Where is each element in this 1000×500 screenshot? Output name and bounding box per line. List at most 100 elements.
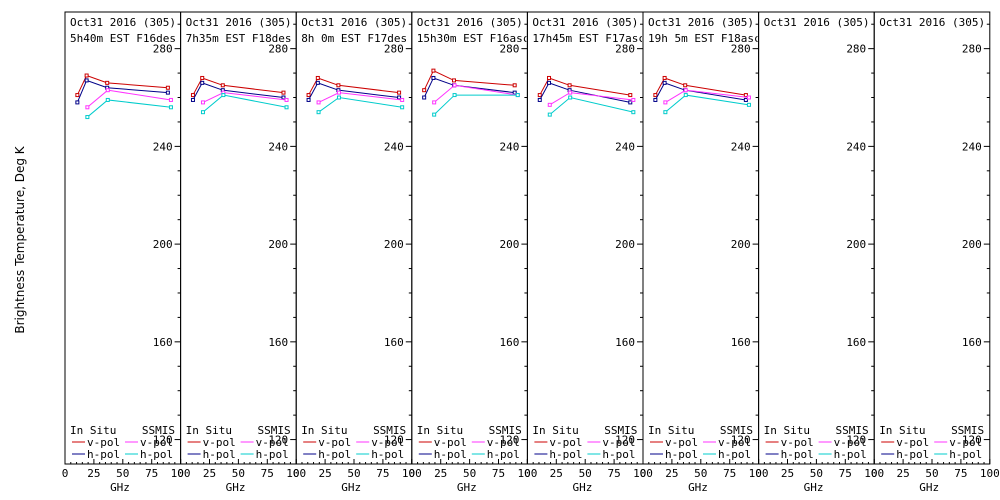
point-insitu_hpol — [662, 80, 667, 85]
x-tick-label: 75 — [145, 467, 158, 480]
legend-ssmis-vpol-label: v-pol — [256, 436, 289, 449]
legend-insitu-hpol-label: h-pol — [896, 448, 929, 461]
x-tick-label: 25 — [550, 467, 563, 480]
x-tick-label: 0 — [755, 467, 762, 480]
x-tick-label: 25 — [665, 467, 678, 480]
y-tick-label: 120 — [500, 434, 520, 447]
x-tick-label: 50 — [463, 467, 476, 480]
panel-subtitle: 15h30m EST F16asc — [417, 32, 530, 45]
legend-ssmis-vpol-label: v-pol — [718, 436, 751, 449]
x-tick-label: 0 — [640, 467, 647, 480]
series-line-insitu_hpol — [76, 79, 168, 103]
point-ssmis_hpol — [568, 95, 573, 100]
panel-title: Oct31 2016 (305) — [417, 16, 523, 29]
point-insitu_hpol — [422, 95, 427, 100]
point-insitu_hpol — [281, 95, 286, 100]
point-ssmis_vpol — [746, 95, 751, 100]
point-ssmis_vpol — [400, 97, 405, 102]
panel-6: Oct31 2016 (305) 19h 5m EST F18asc 120 160 2… — [640, 11, 769, 494]
panel-3: Oct31 2016 (305) 8h 0m EST F17des 120 160 20… — [293, 11, 422, 494]
legend-insitu-hpol-label: h-pol — [781, 448, 814, 461]
x-tick-label: 75 — [261, 467, 274, 480]
point-ssmis_hpol — [432, 112, 437, 117]
point-insitu_hpol — [397, 95, 402, 100]
legend-insitu-vpol-label: v-pol — [896, 436, 929, 449]
panel-title: Oct31 2016 (305) — [70, 16, 176, 29]
y-tick-label: 160 — [846, 336, 866, 349]
legend-ssmis-hpol-label: h-pol — [371, 448, 404, 461]
point-insitu_vpol — [683, 83, 688, 88]
x-tick-label: 50 — [694, 467, 707, 480]
y-tick-label: 160 — [384, 336, 404, 349]
y-tick-label: 240 — [384, 140, 404, 153]
legend-ssmis-header: SSMIS — [373, 424, 406, 437]
y-tick-label: 240 — [962, 140, 982, 153]
point-insitu_vpol — [547, 75, 552, 80]
series-line-ssmis_hpol — [202, 94, 287, 113]
y-tick-label: 120 — [846, 434, 866, 447]
legend-insitu-hpol-label: h-pol — [318, 448, 351, 461]
point-ssmis_hpol — [336, 95, 341, 100]
point-ssmis_hpol — [515, 93, 520, 98]
series-line-insitu_hpol — [192, 82, 284, 101]
x-tick-label: 100 — [864, 467, 884, 480]
panel-title: Oct31 2016 (305) — [301, 16, 407, 29]
point-insitu_hpol — [431, 75, 436, 80]
point-ssmis_vpol — [663, 100, 668, 105]
y-tick-label: 120 — [615, 434, 635, 447]
x-axis-label: GHz — [804, 481, 824, 494]
point-insitu_vpol — [422, 88, 427, 93]
point-insitu_hpol — [315, 80, 320, 85]
legend-ssmis-vpol-label: v-pol — [371, 436, 404, 449]
point-ssmis_vpol — [683, 88, 688, 93]
y-tick-label: 200 — [962, 238, 982, 251]
y-tick-label: 200 — [846, 238, 866, 251]
y-tick-label: 120 — [731, 434, 751, 447]
legend-ssmis-header: SSMIS — [489, 424, 522, 437]
point-insitu_vpol — [653, 93, 658, 98]
point-ssmis_vpol — [452, 83, 457, 88]
x-axis-label: GHz — [688, 481, 708, 494]
series-line-ssmis_hpol — [433, 94, 518, 115]
legend-insitu-hpol-label: h-pol — [665, 448, 698, 461]
point-insitu_hpol — [653, 97, 658, 102]
point-insitu_vpol — [743, 93, 748, 98]
panel-subtitle: 8h 0m EST F17des — [301, 32, 407, 45]
y-tick-label: 160 — [962, 336, 982, 349]
x-tick-label: 100 — [517, 467, 537, 480]
series-line-ssmis_hpol — [665, 94, 750, 113]
legend-ssmis-header: SSMIS — [604, 424, 637, 437]
panel-subtitle: 7h35m EST F18des — [186, 32, 292, 45]
x-tick-label: 75 — [607, 467, 620, 480]
legend-insitu-vpol-label: v-pol — [203, 436, 236, 449]
legend-ssmis-hpol-label: h-pol — [602, 448, 635, 461]
x-tick-label: 0 — [871, 467, 878, 480]
series-line-insitu_vpol — [308, 77, 400, 96]
legend-insitu-header: In Situ — [301, 424, 347, 437]
x-tick-label: 50 — [232, 467, 245, 480]
legend-insitu-header: In Situ — [186, 424, 232, 437]
point-ssmis_vpol — [631, 97, 636, 102]
point-ssmis_hpol — [663, 110, 668, 115]
point-insitu_vpol — [431, 68, 436, 73]
point-ssmis_vpol — [547, 102, 552, 107]
point-insitu_hpol — [547, 80, 552, 85]
legend-insitu-vpol-label: v-pol — [434, 436, 467, 449]
y-tick-label: 200 — [500, 238, 520, 251]
point-insitu_vpol — [336, 83, 341, 88]
series-line-insitu_vpol — [539, 77, 631, 96]
point-insitu_vpol — [567, 83, 572, 88]
legend-ssmis-vpol-label: v-pol — [834, 436, 867, 449]
point-insitu_vpol — [537, 93, 542, 98]
point-ssmis_hpol — [85, 115, 90, 120]
x-tick-label: 25 — [434, 467, 447, 480]
y-tick-label: 160 — [153, 336, 173, 349]
x-tick-label: 25 — [781, 467, 794, 480]
point-insitu_hpol — [75, 100, 80, 105]
panel-1: Oct31 2016 (305) 5h40m EST F16des 120 160 20… — [62, 11, 191, 494]
x-axis-label: GHz — [457, 481, 477, 494]
x-tick-label: 25 — [87, 467, 100, 480]
